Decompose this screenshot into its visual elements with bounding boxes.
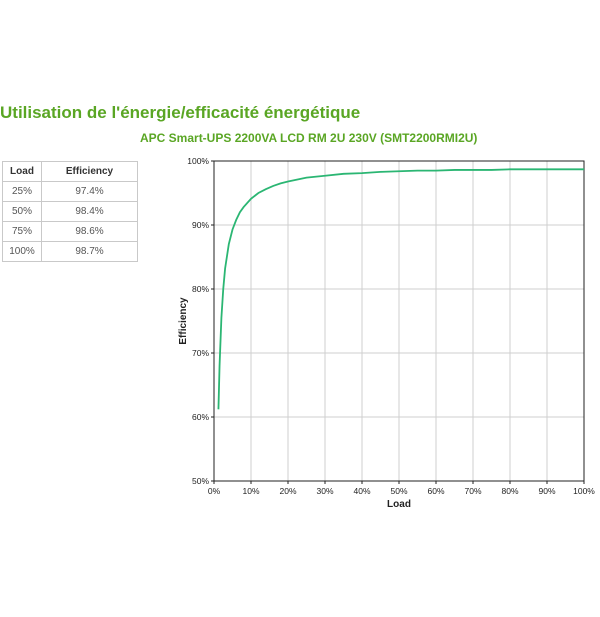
- table-header-row: Load Efficiency: [2, 161, 138, 182]
- efficiency-cell: 98.7%: [41, 241, 138, 262]
- x-tick-label: 30%: [316, 486, 333, 496]
- x-tick-label: 90%: [538, 486, 555, 496]
- efficiency-table: Load Efficiency 25% 97.4% 50% 98.4% 75% …: [2, 161, 138, 262]
- x-tick-label: 80%: [501, 486, 518, 496]
- y-tick-label: 90%: [192, 220, 209, 230]
- table-row: 75% 98.6%: [2, 221, 138, 242]
- chart-grid: [213, 160, 585, 482]
- y-axis-title: Efficiency: [178, 297, 189, 345]
- x-tick-label: 70%: [464, 486, 481, 496]
- x-tick-label: 0%: [208, 486, 221, 496]
- efficiency-line: [217, 168, 584, 410]
- y-tick-label: 80%: [192, 284, 209, 294]
- y-tick-label: 50%: [192, 476, 209, 486]
- x-tick-label: 20%: [279, 486, 296, 496]
- x-tick-label: 40%: [353, 486, 370, 496]
- axis-ticks: 0% 10% 20% 30% 40% 50% 60% 70% 80% 90% 100% 50% 60% 7…: [187, 156, 595, 496]
- chart-title: APC Smart-UPS 2200VA LCD RM 2U 230V (SMT…: [140, 131, 478, 145]
- x-tick-label: 60%: [427, 486, 444, 496]
- x-tick-label: 50%: [390, 486, 407, 496]
- table-row: 100% 98.7%: [2, 241, 138, 262]
- y-tick-label: 70%: [192, 348, 209, 358]
- x-tick-label: 10%: [242, 486, 259, 496]
- y-tick-label: 100%: [187, 156, 209, 166]
- x-tick-label: 100%: [573, 486, 595, 496]
- page-title: Utilisation de l'énergie/efficacité éner…: [0, 103, 361, 122]
- x-axis-title: Load: [387, 499, 411, 510]
- y-tick-label: 60%: [192, 412, 209, 422]
- table-row: 25% 97.4%: [2, 181, 138, 202]
